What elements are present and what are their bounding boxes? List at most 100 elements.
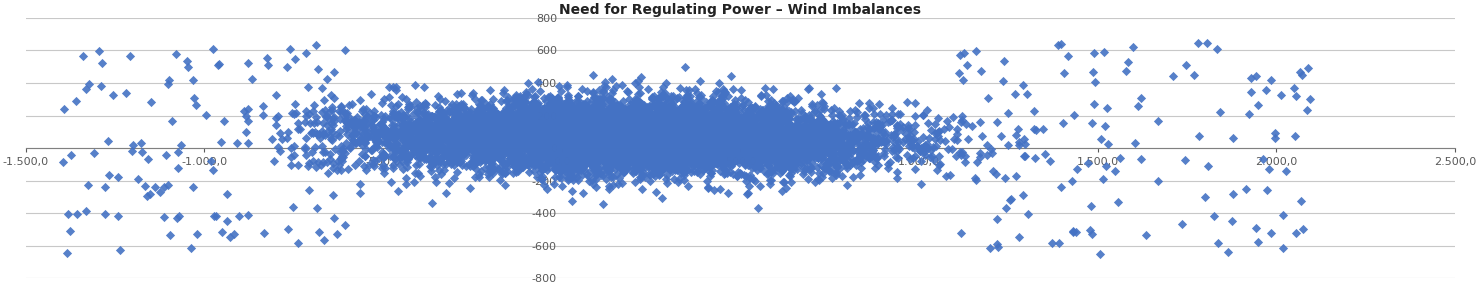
- Point: [74, 87, 98, 92]
- Point: [692, 117, 716, 122]
- Point: [580, 125, 603, 130]
- Point: [646, 121, 670, 126]
- Point: [566, 132, 590, 137]
- Point: [495, 143, 519, 148]
- Point: [537, 106, 561, 110]
- Point: [645, 112, 669, 117]
- Point: [634, 121, 658, 126]
- Point: [682, 103, 705, 108]
- Point: [563, 134, 587, 139]
- Point: [742, 136, 766, 141]
- Point: [574, 122, 598, 126]
- Point: [624, 157, 648, 161]
- Point: [546, 134, 569, 139]
- Point: [671, 172, 695, 177]
- Point: [923, 122, 947, 127]
- Point: [630, 150, 654, 155]
- Point: [571, 144, 595, 149]
- Point: [589, 144, 612, 149]
- Point: [636, 159, 660, 163]
- Point: [694, 128, 717, 133]
- Point: [645, 144, 669, 148]
- Point: [926, 168, 950, 172]
- Point: [816, 137, 840, 142]
- Point: [673, 106, 697, 110]
- Point: [677, 152, 701, 157]
- Point: [473, 139, 497, 144]
- Point: [689, 120, 713, 124]
- Point: [580, 114, 603, 118]
- Point: [669, 115, 692, 119]
- Point: [711, 159, 735, 164]
- Point: [568, 123, 592, 128]
- Point: [503, 114, 527, 118]
- Point: [719, 127, 742, 131]
- Point: [645, 138, 669, 143]
- Point: [615, 152, 639, 157]
- Point: [679, 140, 703, 145]
- Point: [845, 114, 868, 119]
- Point: [584, 109, 608, 113]
- Point: [549, 136, 572, 140]
- Point: [553, 122, 577, 126]
- Point: [546, 124, 569, 128]
- Point: [734, 98, 757, 102]
- Point: [617, 123, 640, 127]
- Point: [525, 146, 549, 150]
- Point: [781, 160, 805, 164]
- Point: [695, 151, 719, 156]
- Point: [528, 108, 552, 113]
- Point: [484, 154, 507, 158]
- Point: [728, 144, 751, 148]
- Point: [839, 162, 862, 167]
- Point: [513, 129, 537, 133]
- Point: [728, 141, 751, 146]
- Point: [491, 170, 515, 174]
- Point: [673, 109, 697, 114]
- Point: [541, 148, 565, 153]
- Point: [608, 107, 632, 112]
- Point: [862, 133, 886, 138]
- Point: [424, 125, 448, 129]
- Point: [382, 154, 405, 159]
- Point: [527, 129, 550, 134]
- Point: [614, 137, 637, 141]
- Point: [427, 129, 451, 134]
- Point: [716, 145, 740, 149]
- Point: [592, 90, 615, 95]
- Point: [800, 102, 824, 106]
- Point: [501, 170, 525, 175]
- Point: [466, 129, 490, 133]
- Point: [506, 139, 529, 144]
- Point: [561, 114, 584, 118]
- Point: [596, 154, 620, 159]
- Point: [705, 144, 729, 149]
- Point: [590, 121, 614, 126]
- Point: [636, 110, 660, 115]
- Point: [420, 139, 444, 144]
- Point: [596, 128, 620, 133]
- Point: [847, 140, 871, 145]
- Point: [426, 113, 450, 118]
- Point: [701, 143, 725, 148]
- Point: [639, 118, 663, 122]
- Point: [562, 151, 586, 155]
- Point: [845, 148, 868, 153]
- Point: [504, 119, 528, 124]
- Point: [708, 144, 732, 149]
- Point: [593, 136, 617, 140]
- Point: [586, 133, 609, 137]
- Point: [615, 117, 639, 121]
- Point: [688, 119, 711, 123]
- Point: [448, 134, 472, 139]
- Point: [785, 130, 809, 134]
- Point: [498, 102, 522, 106]
- Point: [606, 143, 630, 148]
- Point: [589, 141, 612, 146]
- Point: [704, 152, 728, 156]
- Point: [265, 123, 288, 127]
- Point: [713, 158, 737, 162]
- Point: [824, 145, 847, 149]
- Point: [620, 131, 643, 135]
- Point: [754, 120, 778, 124]
